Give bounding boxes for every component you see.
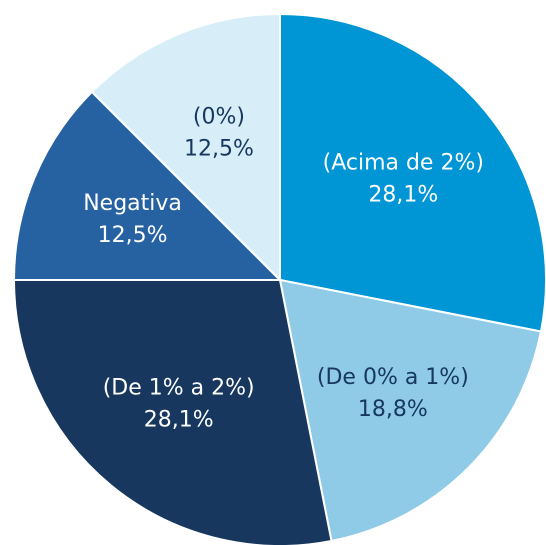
slice-value-label: 28,1% [368,183,438,208]
slice-label: Negativa [83,191,182,216]
slice-label: (De 1% a 2%) [103,375,255,400]
pie-slice [90,12,281,283]
slice-value-label: 12,5% [184,137,254,162]
slice-value-label: 12,5% [98,223,168,248]
slice-label: (De 0% a 1%) [317,365,469,390]
slice-value-label: 18,8% [358,397,428,422]
pie-slice [12,90,283,281]
slice-label: (0%) [193,105,245,130]
slice-value-label: 28,1% [144,407,214,432]
pie-slice [278,278,543,543]
pie-slice [12,279,333,545]
slice-label: (Acima de 2%) [323,151,484,176]
